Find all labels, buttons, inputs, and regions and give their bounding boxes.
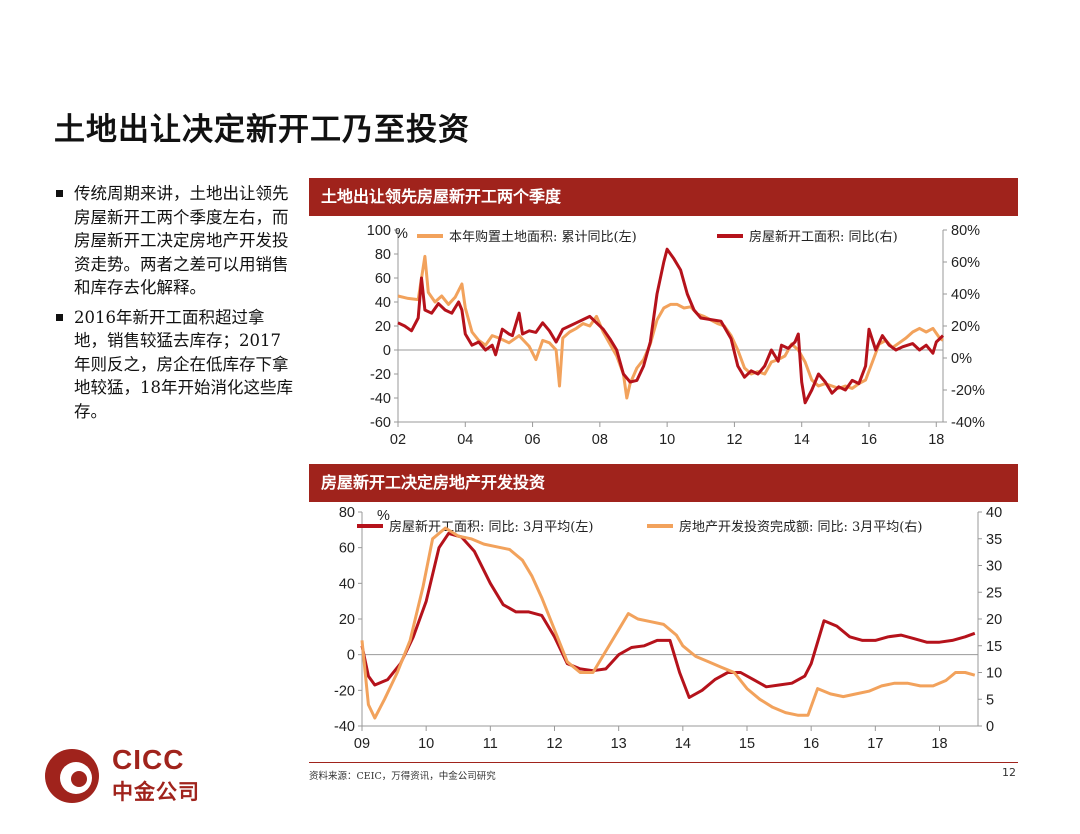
right-tick-label: 15 [986, 639, 1002, 655]
x-tick-label: 10 [659, 432, 675, 448]
cicc-emblem-icon [45, 749, 99, 803]
left-axis-unit: % [395, 226, 408, 242]
left-tick-label: 60 [339, 541, 355, 557]
x-tick-label: 15 [739, 736, 755, 752]
left-tick-label: -20 [370, 367, 391, 383]
footer-divider [309, 762, 1018, 763]
x-tick-label: 16 [861, 432, 877, 448]
right-tick-label: 0% [951, 351, 972, 367]
x-tick-label: 14 [675, 736, 691, 752]
x-tick-label: 18 [928, 432, 944, 448]
left-tick-label: 80 [375, 247, 391, 263]
left-tick-label: -40 [370, 391, 391, 407]
x-tick-label: 13 [611, 736, 627, 752]
bullet-list: 传统周期来讲，土地出让领先房屋新开工两个季度左右，而房屋新开工决定房地产开发投资… [54, 182, 294, 429]
chart1-land-vs-starts: 100 80 60 40 20 0 -20 -40 -60 80% 60% 40% 20% 0% -20% -… [367, 223, 985, 448]
left-tick-label: 60 [375, 271, 391, 287]
left-tick-label: 40 [375, 295, 391, 311]
x-tick-label: 18 [931, 736, 947, 752]
slide-title: 土地出让决定新开工乃至投资 [54, 112, 470, 148]
x-tick-label: 11 [483, 736, 498, 752]
series-line-1 [397, 254, 944, 400]
series-line-2 [360, 526, 976, 720]
bullet-item: 传统周期来讲，土地出让领先房屋新开工两个季度左右，而房屋新开工决定房地产开发投资… [54, 182, 294, 300]
left-tick-label: 20 [339, 612, 355, 628]
series-line-1 [360, 531, 976, 699]
page-number: 12 [1002, 766, 1016, 779]
left-axis-unit: % [377, 508, 390, 524]
cicc-logo: CICC 中金公司 [42, 744, 242, 804]
square-bullet-icon [56, 190, 63, 197]
right-tick-label: 20 [986, 612, 1002, 628]
left-tick-label: 0 [383, 343, 391, 359]
x-tick-label: 06 [524, 432, 540, 448]
x-tick-label: 16 [803, 736, 819, 752]
x-tick-label: 12 [546, 736, 562, 752]
chart2-title-bar: 房屋新开工决定房地产开发投资 [309, 464, 1018, 502]
legend-label-1: 本年购置土地面积: 累计同比(左) [449, 229, 637, 245]
logo-text-cn: 中金公司 [112, 780, 200, 804]
left-tick-label: 100 [367, 223, 391, 239]
x-tick-label: 04 [457, 432, 473, 448]
right-tick-label: 40 [986, 505, 1002, 521]
x-tick-label: 10 [418, 736, 434, 752]
right-tick-label: 20% [951, 319, 980, 335]
bullet-text: 2016年新开工面积超过拿地，销售较猛去库存；2017年则反之，房企在低库存下拿… [74, 307, 293, 421]
right-tick-label: 80% [951, 223, 980, 239]
logo-text-en: CICC [112, 744, 185, 775]
left-tick-label: 0 [347, 648, 355, 664]
x-tick-label: 12 [726, 432, 742, 448]
right-tick-label: -20% [951, 383, 985, 399]
left-tick-label: 40 [339, 576, 355, 592]
square-bullet-icon [56, 313, 63, 321]
left-tick-label: -60 [370, 415, 391, 431]
x-tick-label: 14 [794, 432, 810, 448]
series-line-2 [397, 247, 945, 405]
right-tick-label: 35 [986, 532, 1002, 548]
right-tick-label: 60% [951, 255, 980, 271]
x-tick-label: 09 [354, 736, 370, 752]
legend-label-2: 房地产开发投资完成额: 同比: 3月平均(右) [679, 519, 922, 535]
left-tick-label: 80 [339, 505, 355, 521]
left-tick-label: -40 [334, 719, 355, 735]
bullet-item: 2016年新开工面积超过拿地，销售较猛去库存；2017年则反之，房企在低库存下拿… [54, 306, 294, 424]
x-tick-label: 02 [390, 432, 406, 448]
right-tick-label: -40% [951, 415, 985, 431]
left-tick-label: 20 [375, 319, 391, 335]
x-tick-label: 17 [867, 736, 883, 752]
bullet-text: 传统周期来讲，土地出让领先房屋新开工两个季度左右，而房屋新开工决定房地产开发投资… [74, 184, 289, 297]
right-tick-label: 10 [986, 666, 1002, 682]
source-note: 资料来源：CEIC，万得资讯，中金公司研究 [309, 771, 496, 782]
right-tick-label: 30 [986, 559, 1002, 575]
left-tick-label: -20 [334, 683, 355, 699]
chart1-title-bar: 土地出让领先房屋新开工两个季度 [309, 178, 1018, 216]
right-tick-label: 25 [986, 585, 1002, 601]
legend-label-2: 房屋新开工面积: 同比(右) [749, 229, 898, 245]
x-tick-label: 08 [592, 432, 608, 448]
chart2-starts-vs-investment: 80 60 40 20 0 -20 -40 40 35 30 25 20 15 10 5 0 09 10 11 12 1… [334, 505, 1002, 752]
right-tick-label: 0 [986, 719, 994, 735]
legend-label-1: 房屋新开工面积: 同比: 3月平均(左) [389, 519, 593, 535]
right-tick-label: 5 [986, 692, 994, 708]
right-tick-label: 40% [951, 287, 980, 303]
